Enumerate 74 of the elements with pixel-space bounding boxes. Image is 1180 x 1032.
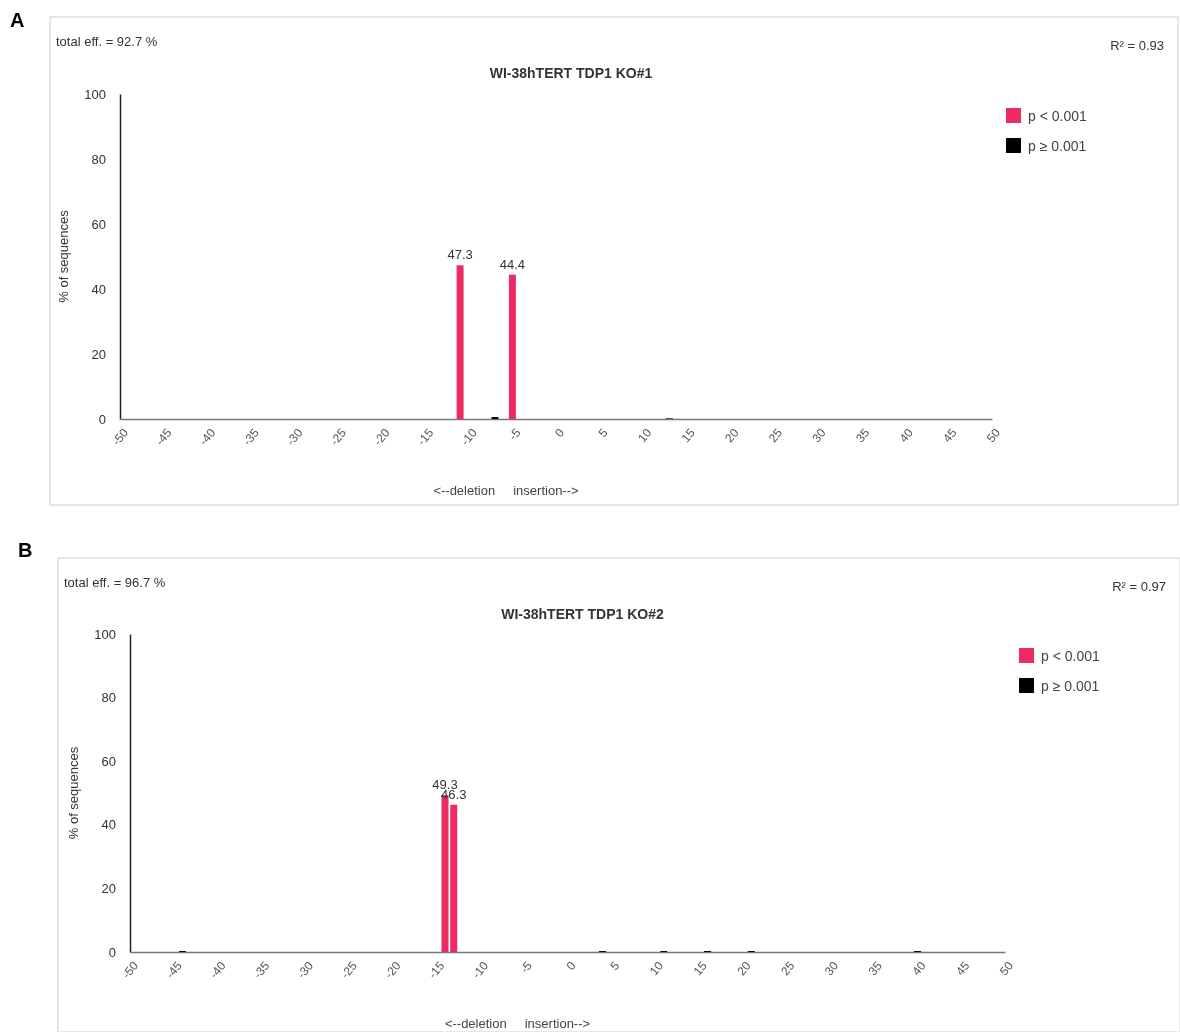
x-tick-label: 20	[722, 425, 742, 446]
y-axis-title: % of sequences	[56, 209, 71, 303]
x-axis-title: <--deletion insertion-->	[444, 1016, 591, 1031]
y-tick-label: 20	[91, 346, 106, 362]
x-tick-label: 0	[563, 958, 579, 973]
x-tick-label: -20	[381, 958, 404, 982]
y-tick-label: 0	[98, 411, 106, 427]
x-tick-label: -50	[109, 425, 132, 449]
text: R² = 0.93	[1110, 38, 1164, 53]
legend-label: p ≥ 0.001	[1028, 138, 1087, 154]
x-tick-label: -25	[337, 958, 361, 982]
text: R² = 0.97	[1112, 579, 1166, 594]
y-axis-title: % of sequences	[66, 746, 81, 840]
text: B	[18, 539, 33, 561]
x-tick-label: 35	[865, 958, 886, 979]
text: total eff. = 96.7 %	[64, 575, 166, 590]
x-tick-label: -10	[458, 425, 481, 449]
y-tick-label: 0	[108, 944, 116, 960]
legend-label: p < 0.001	[1041, 648, 1100, 664]
x-tick-label: 10	[646, 958, 667, 979]
y-tick-label: 60	[91, 216, 106, 232]
x-tick-label: 10	[634, 425, 655, 446]
x-tick-label: -15	[425, 958, 448, 982]
x-tick-label: 25	[765, 425, 786, 446]
x-tick-label: 30	[821, 958, 842, 979]
x-tick-label: 5	[607, 958, 623, 973]
x-tick-label: -30	[283, 425, 306, 449]
x-tick-label: -30	[294, 958, 317, 982]
x-tick-label: -25	[327, 425, 350, 449]
bar	[508, 274, 516, 419]
y-tick-label: 80	[91, 151, 106, 167]
x-tick-label: 50	[983, 425, 1004, 446]
y-tick-label: 60	[101, 753, 116, 769]
legend-label: p < 0.001	[1028, 108, 1087, 124]
x-tick-label: -40	[206, 958, 229, 982]
x-tick-label: 35	[852, 425, 873, 446]
x-axis-title: <--deletion insertion-->	[433, 483, 579, 498]
y-tick-label: 40	[91, 281, 106, 297]
x-tick-label: 0	[552, 425, 568, 440]
x-tick-label: 15	[678, 425, 699, 446]
x-tick-label: -15	[414, 425, 437, 449]
x-tick-label: 40	[909, 958, 929, 979]
x-tick-label: 50	[996, 958, 1017, 979]
x-tick-label: 15	[690, 958, 711, 979]
x-tick-label: 40	[896, 425, 917, 446]
x-tick-label: -20	[370, 425, 393, 449]
x-tick-label: 5	[595, 425, 611, 440]
x-tick-label: -5	[505, 425, 524, 444]
data-label: 44.4	[499, 256, 526, 272]
x-tick-label: -45	[162, 958, 186, 982]
y-tick-label: 20	[101, 881, 116, 897]
x-tick-label: 25	[778, 958, 798, 979]
chart-title: WI-38hTERT TDP1 KO#1	[489, 65, 653, 81]
data-label: 47.3	[447, 247, 473, 263]
x-tick-label: 30	[809, 425, 829, 446]
x-tick-label: -35	[250, 958, 273, 982]
x-tick-label: 45	[940, 425, 960, 446]
x-tick-label: -45	[152, 425, 175, 449]
y-tick-label: 100	[84, 86, 106, 102]
text: total eff. = 92.7 %	[56, 34, 158, 49]
x-tick-label: -10	[469, 958, 492, 982]
x-tick-label: -50	[119, 958, 142, 982]
y-tick-label: 100	[94, 626, 116, 642]
x-tick-label: -35	[240, 425, 263, 449]
y-tick-label: 40	[101, 817, 116, 833]
x-tick-label: -40	[196, 425, 219, 449]
x-tick-label: -5	[517, 958, 536, 977]
x-tick-label: 20	[734, 958, 754, 979]
bar	[456, 265, 464, 419]
chart-title: WI-38hTERT TDP1 KO#2	[501, 606, 664, 622]
x-tick-label: 45	[953, 958, 973, 979]
text: A	[10, 9, 25, 31]
y-tick-label: 80	[101, 690, 116, 706]
legend-label: p ≥ 0.001	[1041, 678, 1100, 694]
